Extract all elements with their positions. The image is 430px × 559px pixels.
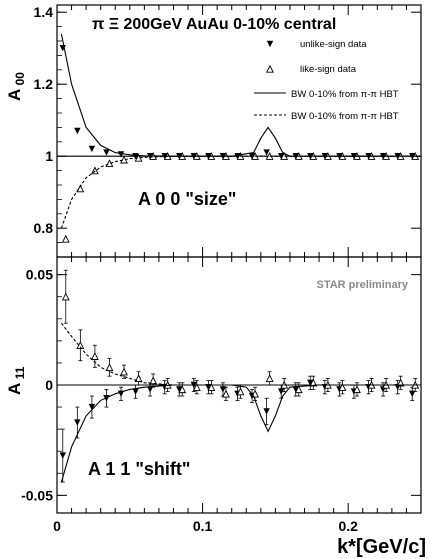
- like-sign-point: [105, 363, 114, 371]
- y-tick-label: 0.05: [26, 267, 53, 283]
- unlike-sign-point: [132, 388, 139, 395]
- legend-label: BW 0-10% from π-π HBT: [291, 89, 399, 100]
- legend-label: like-sign data: [300, 64, 357, 75]
- like-sign-point: [222, 389, 230, 398]
- unlike-sign-point: [263, 408, 270, 415]
- like-sign-point: [309, 378, 318, 387]
- unlike-sign-point: [146, 386, 154, 393]
- unlike-sign-point: [292, 386, 299, 393]
- y-axis-label: A 11: [5, 366, 27, 395]
- unlike-sign-point: [205, 384, 212, 391]
- top-panel: 0.8 1 1.2 1.4 A 00 A 0 0 "size" π Ξ 200GeV AuA…: [5, 4, 422, 258]
- unlike-sign-point: [263, 149, 270, 156]
- y-tick-label: 0.8: [34, 220, 54, 236]
- unlike-sign-point: [59, 452, 66, 459]
- unlike-sign-point: [88, 403, 96, 411]
- watermark: STAR preliminary: [317, 279, 409, 291]
- y-tick-label: 1: [45, 148, 53, 164]
- unlike-sign-point: [88, 145, 96, 153]
- legend: unlike-sign data like-sign data BW 0-10% f…: [254, 39, 399, 122]
- unlike-sign-point: [409, 390, 416, 398]
- y-axis-label: A 00: [5, 72, 27, 101]
- like-sign-point: [61, 292, 70, 301]
- like-sign-point: [338, 383, 347, 391]
- unlike-sign-point: [103, 149, 110, 156]
- panel-annotation: A 0 0 "size": [138, 189, 236, 209]
- like-sign-point: [76, 184, 85, 193]
- unlike-sign-point: [307, 379, 314, 386]
- like-sign-point: [134, 374, 143, 383]
- dashed-curve: [60, 322, 421, 386]
- y-tick-label: 1.4: [34, 4, 54, 20]
- like-sign-point: [294, 385, 303, 394]
- like-sign-point: [396, 378, 405, 387]
- chart-title: π Ξ 200GeV AuAu 0-10% central: [92, 16, 336, 33]
- y-tick-label: 1.2: [34, 76, 54, 92]
- x-axis-label: k*[GeV/c]: [337, 536, 426, 558]
- y-tick-label: -0.05: [21, 487, 53, 503]
- like-sign-point: [192, 383, 201, 391]
- y-axis-label-subscript: 00: [13, 72, 27, 89]
- y-tick-label: 0: [45, 377, 53, 393]
- like-sign-point: [207, 383, 216, 391]
- legend-label: BW 0-10% from π-π HBT: [291, 111, 399, 122]
- solid-curve: [60, 384, 421, 483]
- legend-label: unlike-sign data: [300, 39, 367, 50]
- y-axis-label-subscript: 11: [13, 366, 27, 382]
- like-sign-point: [90, 352, 99, 360]
- unlike-sign-point: [74, 419, 81, 426]
- like-sign-point: [236, 387, 245, 396]
- unlike-sign-point: [277, 388, 285, 395]
- unlike-sign-point: [176, 386, 183, 393]
- like-sign-point: [353, 385, 361, 394]
- like-sign-point: [61, 234, 70, 243]
- unlike-sign-point: [74, 127, 81, 135]
- x-tick-label: 0.1: [193, 518, 213, 534]
- panel-annotation: A 1 1 "shift": [88, 459, 190, 479]
- like-sign-point: [149, 376, 158, 385]
- like-sign-point: [120, 367, 128, 376]
- x-tick-label: 0: [53, 518, 61, 534]
- like-sign-point: [178, 385, 187, 394]
- unlike-sign-point: [219, 386, 227, 393]
- legend-marker: [266, 40, 274, 48]
- x-tick-label: 0.2: [338, 518, 358, 534]
- like-sign-point: [76, 341, 85, 349]
- like-sign-point: [90, 166, 99, 175]
- legend-marker: [266, 64, 274, 73]
- dashed-curve: [60, 155, 421, 229]
- like-sign-point: [265, 374, 274, 383]
